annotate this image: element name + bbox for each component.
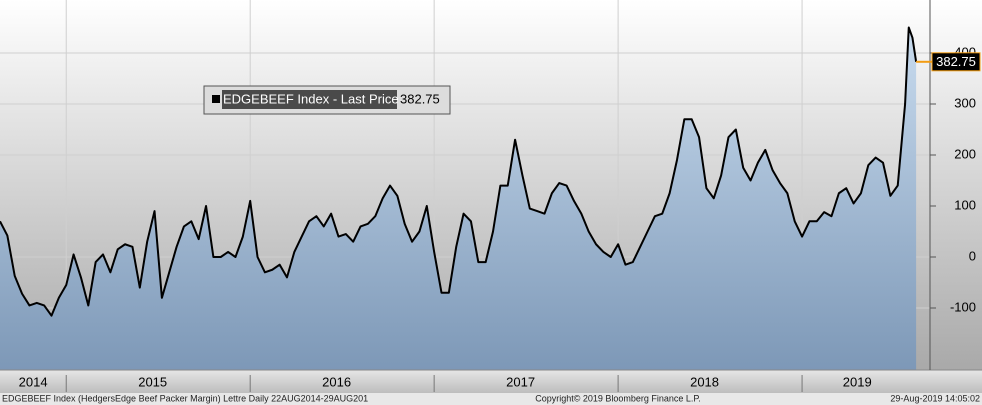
line [0, 26, 918, 317]
x-tick-label: 2016 [322, 374, 351, 389]
legend-label: EDGEBEEF Index - Last Price [223, 91, 399, 106]
timestamp: 29-Aug-2019 14:05:02 [890, 393, 980, 403]
x-tick-label: 2014 [19, 374, 48, 389]
x-tick-label: 2018 [690, 374, 719, 389]
footer-band [0, 393, 982, 405]
y-tick-label: 300 [954, 95, 976, 110]
y-tick-label: -100 [950, 299, 976, 314]
y-tick-label: 100 [954, 197, 976, 212]
legend: EDGEBEEF Index - Last Price 382.75 [203, 85, 451, 115]
last-price-box [931, 52, 981, 72]
area [0, 27, 917, 370]
copyright: Copyright© 2019 Bloomberg Finance L.P. [535, 393, 701, 403]
y-tick-label: 0 [969, 248, 976, 263]
x-tick-label: 2017 [506, 374, 535, 389]
y-tick-label: 200 [954, 146, 976, 161]
footer: EDGEBEEF Index (HedgersEdge Beef Packer … [2, 393, 368, 403]
last-price-label: 382.75 [936, 54, 976, 69]
x-tick-label: 2015 [138, 374, 167, 389]
legend-highlight [222, 90, 397, 109]
legend-value: 382.75 [400, 91, 440, 106]
x-tick-label: 2019 [843, 374, 872, 389]
legend-swatch [212, 95, 220, 103]
x-axis-band [0, 370, 982, 393]
